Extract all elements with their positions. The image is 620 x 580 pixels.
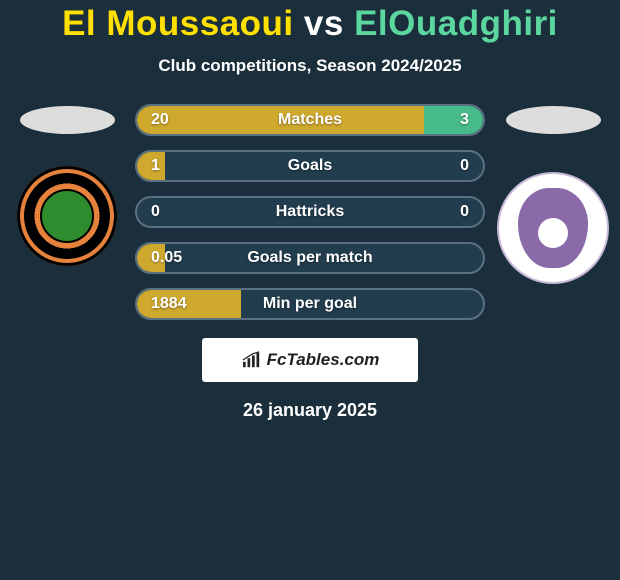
badge-inner-icon — [518, 188, 588, 268]
stat-label: Goals per match — [197, 249, 423, 267]
stat-value-left: 1 — [137, 157, 197, 175]
logo-text: FcTables.com — [267, 350, 380, 370]
stat-bar: 20Matches3 — [135, 104, 485, 136]
fctables-logo: FcTables.com — [202, 338, 418, 382]
stat-value-left: 0.05 — [137, 249, 197, 267]
title-player2: ElOuadghiri — [354, 4, 558, 43]
stat-label: Matches — [197, 111, 423, 129]
stat-value-right: 3 — [423, 111, 483, 129]
player1-club-badge — [17, 166, 117, 266]
stat-label: Goals — [197, 157, 423, 175]
badge-inner-icon — [40, 189, 94, 243]
player1-silhouette — [20, 106, 115, 134]
player1-column — [7, 104, 127, 266]
stat-bar: 0.05Goals per match — [135, 242, 485, 274]
title-player1: El Moussaoui — [62, 4, 294, 43]
stat-value-right: 0 — [423, 203, 483, 221]
stat-value-right: 0 — [423, 157, 483, 175]
comparison-row: 20Matches31Goals00Hattricks00.05Goals pe… — [0, 104, 620, 320]
comparison-infographic: El Moussaoui vs ElOuadghiri Club competi… — [0, 0, 620, 421]
stat-value-left: 0 — [137, 203, 197, 221]
bars-chart-icon — [241, 351, 263, 369]
footer-date: 26 january 2025 — [0, 400, 620, 421]
title: El Moussaoui vs ElOuadghiri — [0, 4, 620, 44]
stat-label: Hattricks — [197, 203, 423, 221]
player2-club-badge — [497, 172, 609, 284]
subtitle: Club competitions, Season 2024/2025 — [0, 56, 620, 76]
player2-silhouette — [506, 106, 601, 134]
stat-bar: 1Goals0 — [135, 150, 485, 182]
stat-label: Min per goal — [197, 295, 423, 313]
stat-value-left: 1884 — [137, 295, 197, 313]
title-vs: vs — [304, 4, 344, 43]
stat-value-left: 20 — [137, 111, 197, 129]
stat-bar: 0Hattricks0 — [135, 196, 485, 228]
stat-bar: 1884Min per goal — [135, 288, 485, 320]
stats-bars: 20Matches31Goals00Hattricks00.05Goals pe… — [135, 104, 485, 320]
player2-column — [493, 104, 613, 284]
